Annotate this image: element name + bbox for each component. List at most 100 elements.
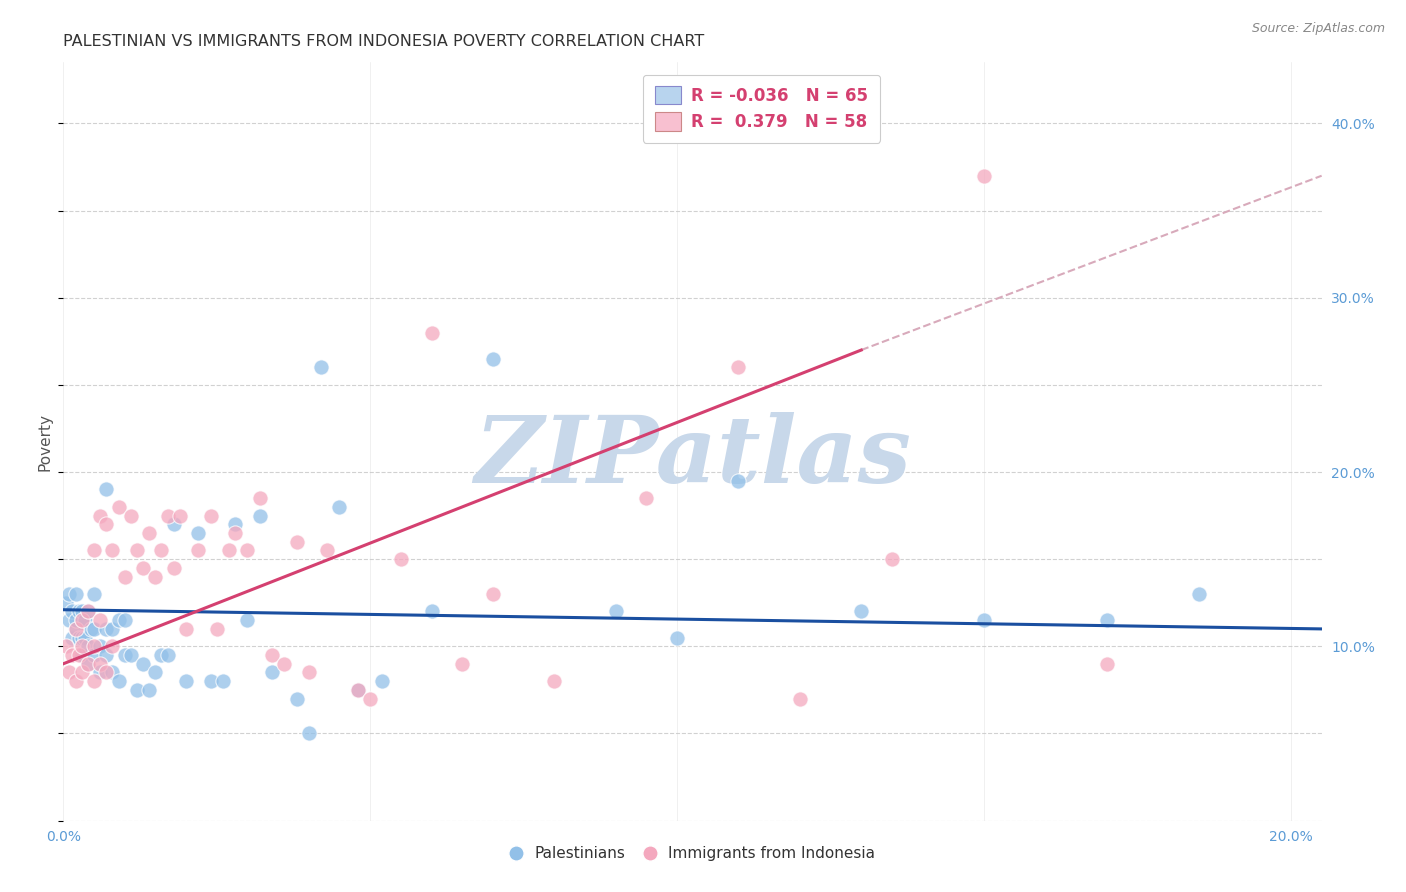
Point xyxy=(200,508,222,523)
Point xyxy=(58,665,80,680)
Point xyxy=(212,674,235,689)
Point xyxy=(73,631,96,645)
Point xyxy=(70,640,93,654)
Point xyxy=(62,648,84,662)
Point xyxy=(101,543,124,558)
Point xyxy=(96,622,118,636)
Point xyxy=(224,526,246,541)
Point xyxy=(114,648,136,662)
Point xyxy=(89,657,111,671)
Point xyxy=(101,665,124,680)
Point xyxy=(420,326,443,340)
Text: PALESTINIAN VS IMMIGRANTS FROM INDONESIA POVERTY CORRELATION CHART: PALESTINIAN VS IMMIGRANTS FROM INDONESIA… xyxy=(63,34,704,49)
Point xyxy=(1188,587,1211,601)
Point xyxy=(80,622,103,636)
Point xyxy=(205,622,228,636)
Point xyxy=(65,674,87,689)
Point xyxy=(65,622,87,636)
Point xyxy=(70,631,93,645)
Point xyxy=(76,657,98,671)
Point xyxy=(96,483,118,497)
Point xyxy=(58,613,80,627)
Point xyxy=(65,622,87,636)
Point xyxy=(347,682,370,697)
Point xyxy=(347,682,370,697)
Point xyxy=(55,596,77,610)
Point xyxy=(83,640,105,654)
Point xyxy=(120,508,142,523)
Point xyxy=(150,543,173,558)
Point xyxy=(62,605,84,619)
Point xyxy=(143,569,166,583)
Point xyxy=(96,665,118,680)
Point xyxy=(96,517,118,532)
Point xyxy=(67,631,90,645)
Point xyxy=(138,682,160,697)
Point xyxy=(156,648,179,662)
Point xyxy=(420,605,443,619)
Point xyxy=(150,648,173,662)
Point xyxy=(1095,613,1118,627)
Point xyxy=(73,613,96,627)
Point xyxy=(236,613,259,627)
Point xyxy=(83,674,105,689)
Point xyxy=(309,360,332,375)
Point xyxy=(89,508,111,523)
Point xyxy=(65,587,87,601)
Point xyxy=(114,569,136,583)
Point xyxy=(200,674,222,689)
Point xyxy=(62,631,84,645)
Point xyxy=(298,665,321,680)
Point xyxy=(163,517,186,532)
Point xyxy=(65,613,87,627)
Point xyxy=(76,640,98,654)
Point xyxy=(451,657,474,671)
Point xyxy=(138,526,160,541)
Point xyxy=(249,508,271,523)
Legend: Palestinians, Immigrants from Indonesia: Palestinians, Immigrants from Indonesia xyxy=(503,840,882,868)
Point xyxy=(273,657,295,671)
Point xyxy=(107,613,129,627)
Point xyxy=(125,682,148,697)
Point xyxy=(789,691,811,706)
Point xyxy=(482,351,505,366)
Point xyxy=(67,648,90,662)
Point xyxy=(389,552,412,566)
Point xyxy=(89,640,111,654)
Point xyxy=(156,508,179,523)
Point xyxy=(605,605,627,619)
Point xyxy=(132,561,155,575)
Point xyxy=(70,613,93,627)
Point xyxy=(55,640,77,654)
Point xyxy=(96,648,118,662)
Point xyxy=(174,622,197,636)
Point xyxy=(107,500,129,514)
Point xyxy=(187,526,209,541)
Point xyxy=(89,613,111,627)
Point xyxy=(482,587,505,601)
Point xyxy=(83,622,105,636)
Point xyxy=(89,665,111,680)
Point xyxy=(67,605,90,619)
Point xyxy=(107,674,129,689)
Point xyxy=(83,648,105,662)
Text: Source: ZipAtlas.com: Source: ZipAtlas.com xyxy=(1251,22,1385,36)
Point xyxy=(101,622,124,636)
Point xyxy=(236,543,259,558)
Point xyxy=(285,534,308,549)
Point xyxy=(727,360,749,375)
Point xyxy=(76,605,98,619)
Point xyxy=(543,674,565,689)
Point xyxy=(101,640,124,654)
Point xyxy=(249,491,271,506)
Point xyxy=(260,665,283,680)
Point xyxy=(260,648,283,662)
Point xyxy=(163,561,186,575)
Point xyxy=(125,543,148,558)
Point xyxy=(120,648,142,662)
Point xyxy=(143,665,166,680)
Point xyxy=(371,674,394,689)
Point xyxy=(727,474,749,488)
Point xyxy=(880,552,903,566)
Point xyxy=(218,543,240,558)
